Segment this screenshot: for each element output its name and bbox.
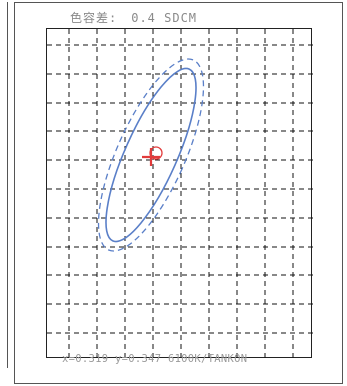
tolerance-value: 0.4 SDCM (131, 11, 198, 25)
middle-ellipse (105, 67, 197, 243)
left-panel-edge (0, 2, 8, 368)
chromaticity-panel (14, 2, 343, 384)
target-marker (142, 146, 163, 166)
tolerance-ellipses (97, 58, 205, 252)
coordinate-readout: x=0.319 y=0.347 6100K/TANKON (62, 353, 248, 365)
grid-lines (47, 29, 313, 359)
tolerance-label: 色容差: (70, 11, 118, 25)
outer-ellipse (97, 58, 205, 252)
plot-canvas (47, 29, 313, 359)
chromaticity-plot (46, 28, 313, 359)
tolerance-title: 色容差: 0.4 SDCM (70, 9, 310, 26)
